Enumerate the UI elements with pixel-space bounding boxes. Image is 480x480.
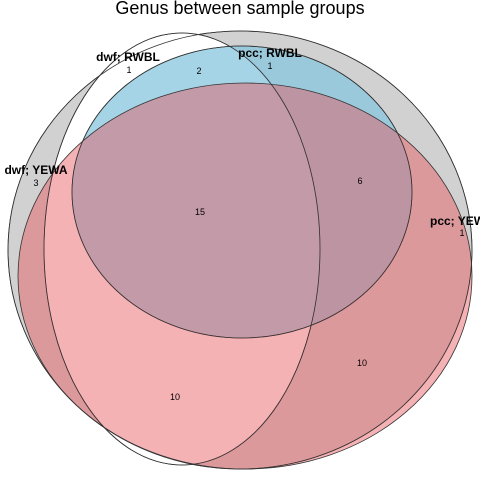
set-label-dwf-yewa: dwf; YEWA: [4, 163, 67, 177]
count-white-only: 1: [126, 65, 131, 75]
count-bottom-right: 10: [357, 358, 367, 368]
count-center: 15: [195, 207, 205, 217]
set-label-pcc-yewa: pcc; YEWA: [430, 214, 480, 228]
count-blue-only: 1: [267, 61, 272, 71]
set-label-pcc-rwbl: pcc; RWBL: [238, 46, 302, 60]
outline-dwf-rwbl: [43, 32, 321, 466]
count-grey-only: 3: [33, 178, 38, 188]
count-bottom-left: 10: [170, 392, 180, 402]
set-label-dwf-rwbl: dwf; RWBL: [96, 50, 160, 64]
count-white-blue: 2: [196, 66, 201, 76]
diagram-title: Genus between sample groups: [115, 0, 364, 18]
outline-pcc-rwbl: [71, 45, 413, 339]
set-ellipse-pcc-yewa: [17, 82, 473, 470]
count-red-only: 1: [459, 228, 464, 238]
outline-dwf-yewa: [7, 30, 473, 470]
count-blue-red: 6: [357, 176, 362, 186]
